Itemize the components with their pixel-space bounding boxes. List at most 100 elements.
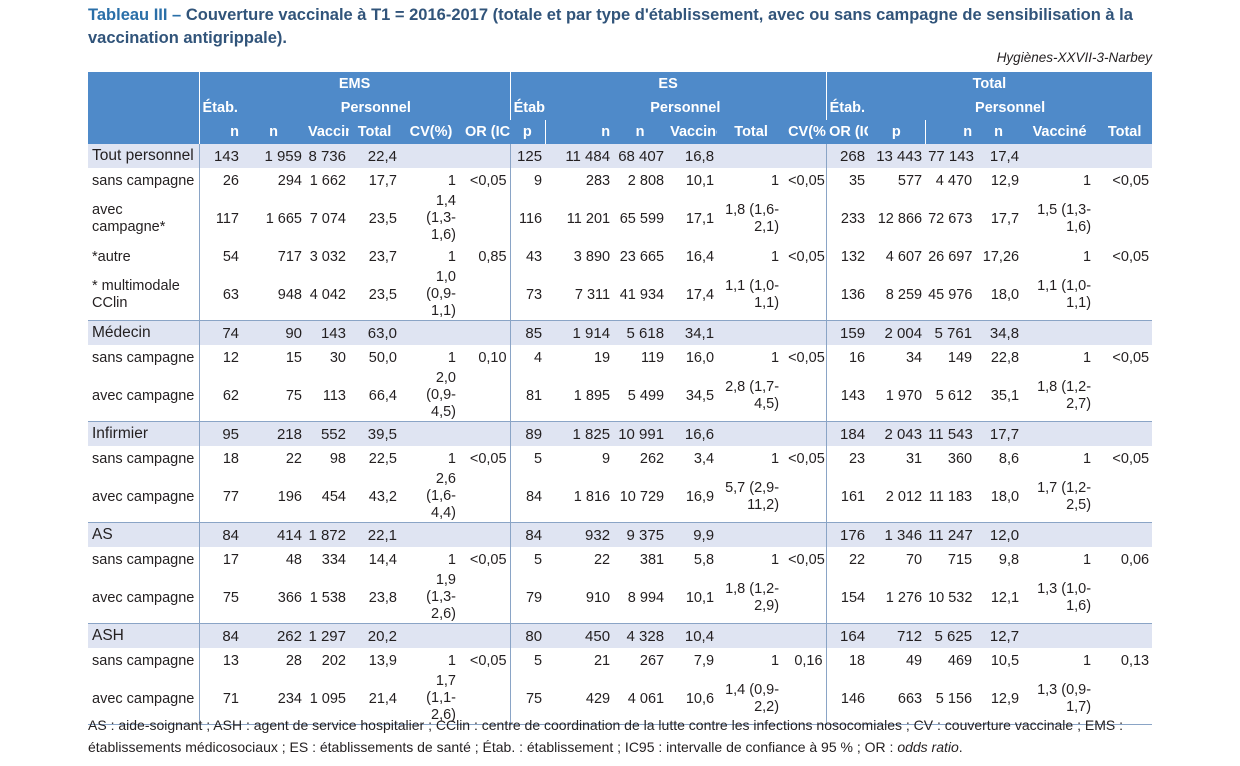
table-cell: 1 872 <box>305 522 349 547</box>
table-cell: 84 <box>509 522 546 547</box>
column-header: p <box>868 120 926 144</box>
table-cell: 4 061 <box>613 673 668 725</box>
table-cell: 1 <box>447 349 456 366</box>
table-cell <box>462 193 510 244</box>
table-cell: 159 <box>825 320 869 345</box>
table-cell <box>785 673 827 725</box>
table-cell: 10 532 <box>928 589 973 606</box>
table-cell: 1 <box>1083 551 1092 568</box>
table-cell: 176 <box>825 522 869 547</box>
table-cell: 2,0 (0,9-4,5) <box>426 370 456 420</box>
table-cell: 21 <box>593 652 611 669</box>
table-cell: 1,5 (1,3-1,6) <box>1037 201 1092 235</box>
table-cell: 161 <box>825 471 869 523</box>
column-header: Total <box>717 120 786 144</box>
table-cell <box>1097 572 1152 624</box>
table-cell: 1 970 <box>885 387 923 404</box>
table-cell <box>1022 421 1098 446</box>
table-cell: 5 612 <box>935 387 973 404</box>
group-header-es: ES <box>509 72 827 96</box>
table-caption: Couverture vaccinale à T1 = 2016-2017 (t… <box>88 6 1133 47</box>
table-cell: 26 <box>198 168 242 193</box>
table-cell <box>462 522 511 547</box>
column-header: n <box>613 120 668 144</box>
table-cell: 143 <box>305 320 349 345</box>
table-cell: 90 <box>242 320 305 345</box>
table-cell: 233 <box>825 193 869 244</box>
table-cell: 1 <box>1083 450 1092 467</box>
table-cell: 202 <box>321 652 346 669</box>
table-cell: 2 004 <box>868 320 926 345</box>
personnel-header: Personnel <box>545 96 827 120</box>
table-cell: 1 <box>771 248 780 265</box>
table-cell: 1,1 (1,0-1,1) <box>725 277 780 311</box>
table-cell: 0,06 <box>1120 551 1150 568</box>
table-cell: 22,1 <box>349 522 400 547</box>
table-cell: 1 <box>1083 172 1092 189</box>
group-row: Tout personnel 143 1 959 8 736 22,4 125 11 484… <box>88 144 1153 168</box>
table-cell: 1 <box>1083 248 1092 265</box>
table-cell: 7 074 <box>309 210 346 227</box>
table-cell: 7,9 <box>693 652 715 669</box>
table-row: * multimodale CClin 63 948 4 042 23,5 1,0 (0,… <box>88 269 1152 321</box>
table-cell: <0,05 <box>469 172 507 189</box>
group-header-ems: EMS <box>198 72 511 96</box>
table-cell: 1 895 <box>573 387 611 404</box>
table-cell: 48 <box>285 551 302 568</box>
table-cell: 22,8 <box>990 349 1020 366</box>
table-cell: 2 012 <box>885 488 923 505</box>
table-cell: 11 484 <box>545 144 614 168</box>
table-cell: 360 <box>947 450 973 467</box>
table-cell: 5 625 <box>925 623 976 648</box>
table-cell: 23 <box>825 446 869 471</box>
table-cell: 10,4 <box>667 623 718 648</box>
table-cell <box>785 320 827 345</box>
table-cell: 429 <box>545 673 614 725</box>
table-cell: 62 <box>198 370 242 422</box>
table-cell: 9 <box>602 450 611 467</box>
table-cell <box>1022 144 1098 168</box>
table-cell: 23,8 <box>368 589 397 606</box>
table-cell: 77 143 <box>925 144 976 168</box>
table-cell <box>1097 193 1152 244</box>
table-cell <box>785 193 826 244</box>
table-cell: 0,13 <box>1120 652 1150 669</box>
table-row: sans campagne 18 22 98 22,5 1 <0,05 5 9 262 3,4 1 <0… <box>88 446 1152 471</box>
table-cell <box>785 370 826 422</box>
table-cell <box>400 421 462 446</box>
header-blank <box>88 72 199 96</box>
table-cell: 149 <box>947 349 973 366</box>
table-cell: <0,05 <box>788 450 825 467</box>
row-label: ASH <box>88 623 199 648</box>
row-label: avec campagne* <box>92 201 166 235</box>
table-row: avec campagne* 117 1 665 7 074 23,5 1,4 (1,3-… <box>88 193 1152 244</box>
table-cell: 17,4 <box>975 144 1023 168</box>
table-cell: 1,8 (1,2-2,9) <box>725 580 780 614</box>
table-cell: 1 825 <box>545 421 614 446</box>
table-cell: 16,4 <box>685 248 715 265</box>
row-label: Médecin <box>88 320 199 345</box>
table-cell: 45 976 <box>928 286 973 303</box>
table-cell: 1 095 <box>305 673 349 725</box>
table-cell: 10,6 <box>667 673 718 725</box>
table-cell: 8 994 <box>627 589 665 606</box>
table-cell: 22,5 <box>368 450 397 467</box>
table-cell: 5 <box>509 547 546 572</box>
table-cell: 12,9 <box>975 673 1023 725</box>
table-cell: 262 <box>639 450 665 467</box>
table-cell: 117 <box>198 193 242 244</box>
column-header: n <box>544 120 614 144</box>
personnel-header: Personnel <box>242 96 511 120</box>
table-cell: 81 <box>509 370 546 422</box>
column-header: Vacciné <box>1022 120 1098 144</box>
table-cell: 14,4 <box>368 551 397 568</box>
group-row: AS 84 414 1 872 22,1 84 932 9 375 9,9 176 1 346 11 … <box>88 522 1153 547</box>
table-cell <box>785 623 827 648</box>
table-cell: 18,0 <box>990 488 1020 505</box>
table-cell: 54 <box>198 244 242 269</box>
group-row: Médecin 74 90 143 63,0 85 1 914 5 618 34,1 159 2 0… <box>88 320 1153 345</box>
table-cell <box>462 572 510 624</box>
table-cell: 1 <box>771 349 780 366</box>
table-cell: 8 259 <box>885 286 923 303</box>
table-cell: 22 <box>825 547 869 572</box>
